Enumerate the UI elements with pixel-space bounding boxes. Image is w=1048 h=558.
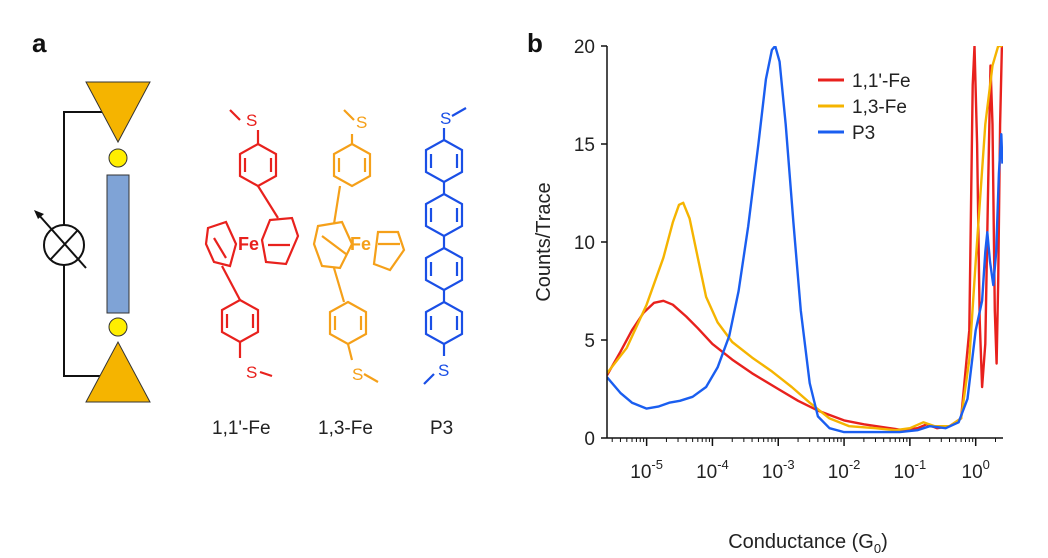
top-electrode-icon [85, 81, 151, 144]
y-tick-label: 20 [574, 37, 595, 58]
sulfur-label: S [438, 361, 449, 380]
legend-label-13-fe: 1,3-Fe [852, 97, 907, 118]
x-axis-title-subscript: 0 [874, 541, 881, 556]
y-tick-label: 0 [584, 429, 595, 450]
molecule-label-13-fe: 1,3-Fe [318, 418, 373, 439]
x-axis-title: Conductance (G0) [728, 531, 888, 556]
x-axis-title-suffix: ) [881, 531, 888, 553]
sulfur-label: S [352, 365, 363, 384]
sulfur-label: S [440, 109, 451, 128]
bottom-anchor-atom-icon [108, 317, 128, 337]
legend-label-p3: P3 [852, 123, 875, 144]
y-tick-label: 5 [584, 331, 595, 352]
x-tick-label: 10-2 [828, 457, 861, 483]
x-tick-label-exponent: -4 [717, 457, 729, 472]
x-tick-label: 10-4 [696, 457, 729, 483]
series-line-1-3-fe [607, 46, 1003, 432]
molecule-label-11-fe: 1,1'-Fe [212, 418, 271, 439]
metal-label: Fe [350, 234, 371, 254]
legend: 1,1'-Fe 1,3-Fe P3 [818, 71, 911, 144]
x-tick-label-exponent: -5 [651, 457, 663, 472]
x-tick-label-base: 10 [696, 462, 717, 483]
molecule-13-fe-structure: S Fe S [312, 109, 406, 384]
x-tick-label-base: 10 [828, 462, 849, 483]
x-tick-label-exponent: -3 [783, 457, 795, 472]
ammeter-icon [34, 210, 87, 269]
bottom-electrode-icon [85, 340, 151, 403]
conductance-histogram: Counts/Trace Conductance (G0) 1,1'-Fe 1,… [533, 37, 1003, 556]
x-axis-title-main: Conductance (G [728, 531, 874, 553]
series-lines [607, 46, 1003, 434]
x-tick-label-base: 10 [630, 462, 651, 483]
metal-label: Fe [238, 234, 259, 254]
x-tick-label-base: 10 [762, 462, 783, 483]
panel-a: a S [32, 28, 467, 439]
x-tick-label: 10-1 [894, 457, 927, 483]
x-tick-label-base: 10 [962, 462, 983, 483]
sulfur-label: S [246, 363, 257, 382]
y-tick-label: 15 [574, 135, 595, 156]
panel-a-label: a [32, 28, 47, 58]
x-tick-label-exponent: -1 [915, 457, 927, 472]
molecule-label-p3: P3 [430, 418, 453, 439]
top-anchor-atom-icon [108, 148, 128, 168]
y-tick-label: 10 [574, 233, 595, 254]
molecule-p3-structure: S S [423, 107, 467, 385]
molecule-bar-icon [106, 174, 130, 314]
x-tick-label-exponent: 0 [983, 457, 990, 472]
x-tick-label-base: 10 [894, 462, 915, 483]
x-tick-label-exponent: -2 [849, 457, 861, 472]
series-line-1-1-fe [607, 46, 1003, 432]
legend-label-11-fe: 1,1'-Fe [852, 71, 911, 92]
panel-b: b Counts/Trace Conductance (G0) 1,1'-Fe … [527, 28, 1003, 556]
sulfur-label: S [356, 113, 367, 132]
panel-b-label: b [527, 28, 543, 58]
x-tick-label: 100 [962, 457, 990, 483]
y-axis-title: Counts/Trace [533, 182, 555, 301]
sulfur-label: S [246, 111, 257, 130]
molecule-11-fe-structure: S Fe S [204, 109, 300, 382]
x-tick-label: 10-3 [762, 457, 795, 483]
x-tick-label: 10-5 [630, 457, 663, 483]
series-line-p3 [607, 46, 1003, 434]
